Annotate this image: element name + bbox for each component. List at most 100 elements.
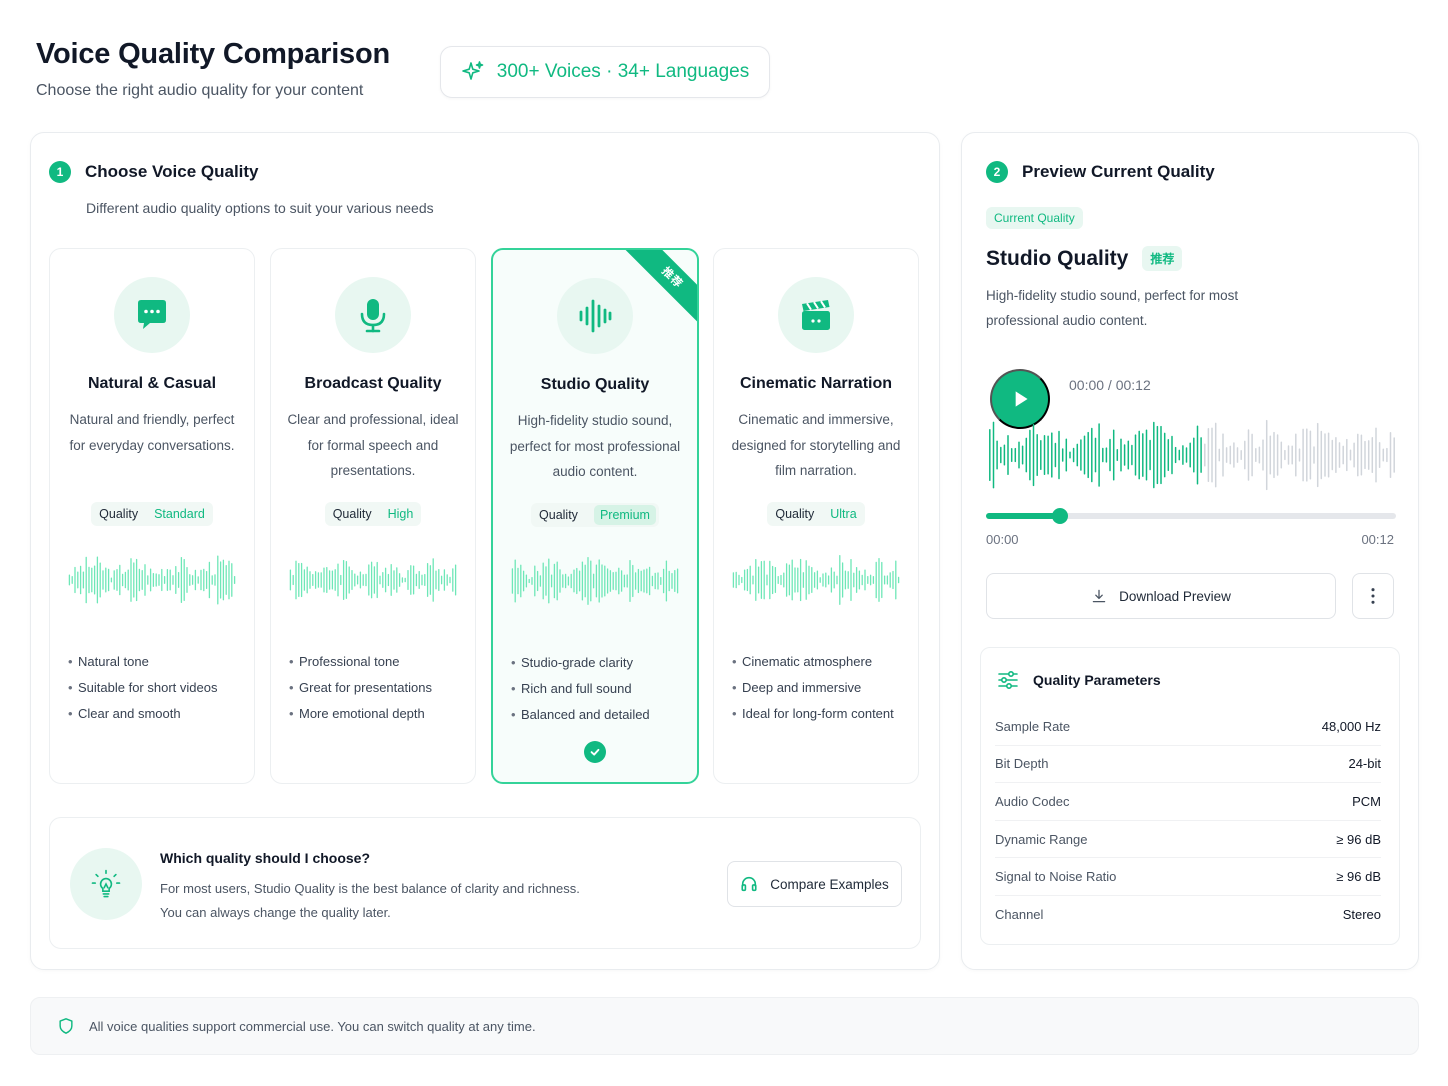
audio-waveform-icon	[579, 299, 612, 333]
card-description: High-fidelity studio sound, perfect for …	[509, 413, 681, 479]
card-icon-wrap	[778, 277, 854, 353]
card-description: Natural and friendly, perfect for everyd…	[69, 412, 235, 453]
recommended-badge: 推荐	[1142, 246, 1183, 271]
quality-value: Premium	[593, 505, 656, 525]
quality-card-natural[interactable]: Natural & Casual Natural and friendly, p…	[49, 248, 255, 784]
quality-label: Quality	[775, 507, 815, 521]
card-title: Broadcast Quality	[304, 375, 442, 392]
card-title: Cinematic Narration	[739, 375, 893, 392]
download-preview-label: Download Preview	[1119, 588, 1231, 604]
card-description: Cinematic and immersive, designed for st…	[731, 412, 901, 478]
recommended-ribbon: 推荐	[623, 250, 697, 327]
param-value: ≥ 96 dB	[1336, 869, 1381, 885]
preview-panel: 2 Preview Current Quality Current Qualit…	[961, 132, 1419, 970]
quality-card-broadcast[interactable]: Broadcast Quality Clear and professional…	[270, 248, 476, 784]
time-readout: 00:00 / 00:12	[1069, 377, 1151, 393]
step-number: 1	[49, 161, 71, 183]
card-description: Clear and professional, ideal for formal…	[287, 412, 459, 478]
card-icon-wrap	[557, 278, 633, 354]
chat-bubble-icon	[138, 300, 166, 329]
params-title: Quality Parameters	[1033, 672, 1161, 688]
feature-item: Balanced and detailed	[511, 702, 689, 728]
play-button[interactable]	[990, 369, 1050, 429]
param-key: Bit Depth	[995, 756, 1049, 772]
stats-text: 300+ Voices · 34+ Languages	[496, 61, 750, 82]
lightbulb-icon	[70, 848, 142, 920]
download-icon	[1092, 589, 1106, 603]
param-value: 24-bit	[1348, 756, 1381, 772]
preview-title: Studio Quality 推荐	[986, 246, 1183, 271]
tip-line: For most users, Studio Quality is the be…	[160, 881, 580, 896]
param-key: Signal to Noise Ratio	[995, 869, 1117, 885]
feature-item: Studio-grade clarity	[511, 650, 689, 676]
feature-item: Rich and full sound	[511, 676, 689, 702]
selected-check-icon	[584, 741, 606, 763]
compare-examples-button[interactable]: Compare Examples	[727, 861, 902, 907]
preview-quality-name: Studio Quality	[986, 246, 1129, 270]
step-heading: 1 Choose Voice Quality	[49, 161, 259, 183]
sparkle-icon	[461, 61, 484, 80]
time-end: 00:12	[1361, 532, 1394, 547]
footer-note: All voice qualities support commercial u…	[30, 997, 1419, 1055]
progress-fill	[986, 513, 1060, 519]
feature-item: Great for presentations	[289, 675, 467, 701]
card-title: Natural & Casual	[87, 375, 217, 392]
quality-pill: Quality Premium	[493, 503, 697, 527]
quality-card-cinematic[interactable]: Cinematic Narration Cinematic and immers…	[713, 248, 919, 784]
play-icon	[1015, 391, 1028, 407]
step-heading: 2 Preview Current Quality	[986, 161, 1215, 183]
step-number: 2	[986, 161, 1008, 183]
page-subtitle: Choose the right audio quality for your …	[36, 82, 364, 99]
preview-description: High-fidelity studio sound, perfect for …	[986, 288, 1239, 328]
quality-value: Ultra	[830, 507, 857, 521]
param-row: Signal to Noise Ratio ≥ 96 dB	[995, 858, 1381, 896]
step-title: Choose Voice Quality	[85, 162, 259, 181]
params-heading: Quality Parameters	[997, 670, 1161, 690]
param-row: Dynamic Range ≥ 96 dB	[995, 821, 1381, 859]
download-preview-button[interactable]: Download Preview	[986, 573, 1336, 619]
feature-item: Ideal for long-form content	[732, 701, 910, 727]
quality-pill: Quality Ultra	[714, 502, 918, 526]
footer-text: All voice qualities support commercial u…	[89, 1018, 536, 1034]
tip-title: Which quality should I choose?	[160, 850, 371, 866]
quality-label: Quality	[539, 508, 578, 522]
param-value: 48,000 Hz	[1321, 718, 1381, 734]
clapperboard-icon	[802, 300, 830, 330]
playback-progress-bar[interactable]	[986, 508, 1396, 524]
param-value: Stereo	[1342, 907, 1381, 923]
quality-parameters: Quality Parameters Sample Rate 48,000 Hz …	[980, 647, 1400, 945]
params-list: Sample Rate 48,000 Hz Bit Depth 24-bit Aud…	[995, 708, 1381, 934]
quality-value: Standard	[154, 507, 205, 521]
waveform-graphic	[289, 558, 457, 602]
shield-icon	[59, 1018, 73, 1034]
feature-item: Natural tone	[68, 649, 246, 675]
quality-pill: Quality High	[271, 502, 475, 526]
feature-item: Clear and smooth	[68, 701, 246, 727]
feature-list: Natural tone Suitable for short videos C…	[68, 649, 246, 727]
sliders-icon	[998, 670, 1018, 690]
choose-quality-panel: 1 Choose Voice Quality Different audio q…	[30, 132, 940, 970]
preview-waveform	[989, 419, 1395, 491]
feature-item: More emotional depth	[289, 701, 467, 727]
current-quality-badge: Current Quality	[986, 207, 1083, 229]
feature-list: Studio-grade clarity Rich and full sound…	[511, 650, 689, 728]
quality-value: High	[387, 507, 414, 521]
step-title: Preview Current Quality	[1022, 162, 1215, 181]
headphones-icon	[741, 876, 757, 892]
feature-list: Professional tone Great for presentation…	[289, 649, 467, 727]
time-start: 00:00	[986, 532, 1019, 547]
step-description: Different audio quality options to suit …	[86, 200, 434, 216]
card-icon-wrap	[335, 277, 411, 353]
param-key: Channel	[995, 907, 1044, 923]
feature-list: Cinematic atmosphere Deep and immersive …	[732, 649, 910, 727]
waveform-graphic	[511, 557, 679, 605]
progress-handle[interactable]	[1051, 508, 1068, 524]
more-options-button[interactable]	[1352, 573, 1394, 619]
param-value: ≥ 96 dB	[1336, 831, 1381, 847]
tip-text: For most users, Studio Quality is the be…	[160, 877, 580, 925]
param-value: PCM	[1352, 793, 1381, 809]
param-key: Audio Codec	[995, 793, 1070, 809]
quality-card-studio[interactable]: 推荐 Studio Quality High-fidelity studio s…	[491, 248, 699, 784]
waveform-graphic	[732, 555, 900, 605]
feature-item: Suitable for short videos	[68, 675, 246, 701]
